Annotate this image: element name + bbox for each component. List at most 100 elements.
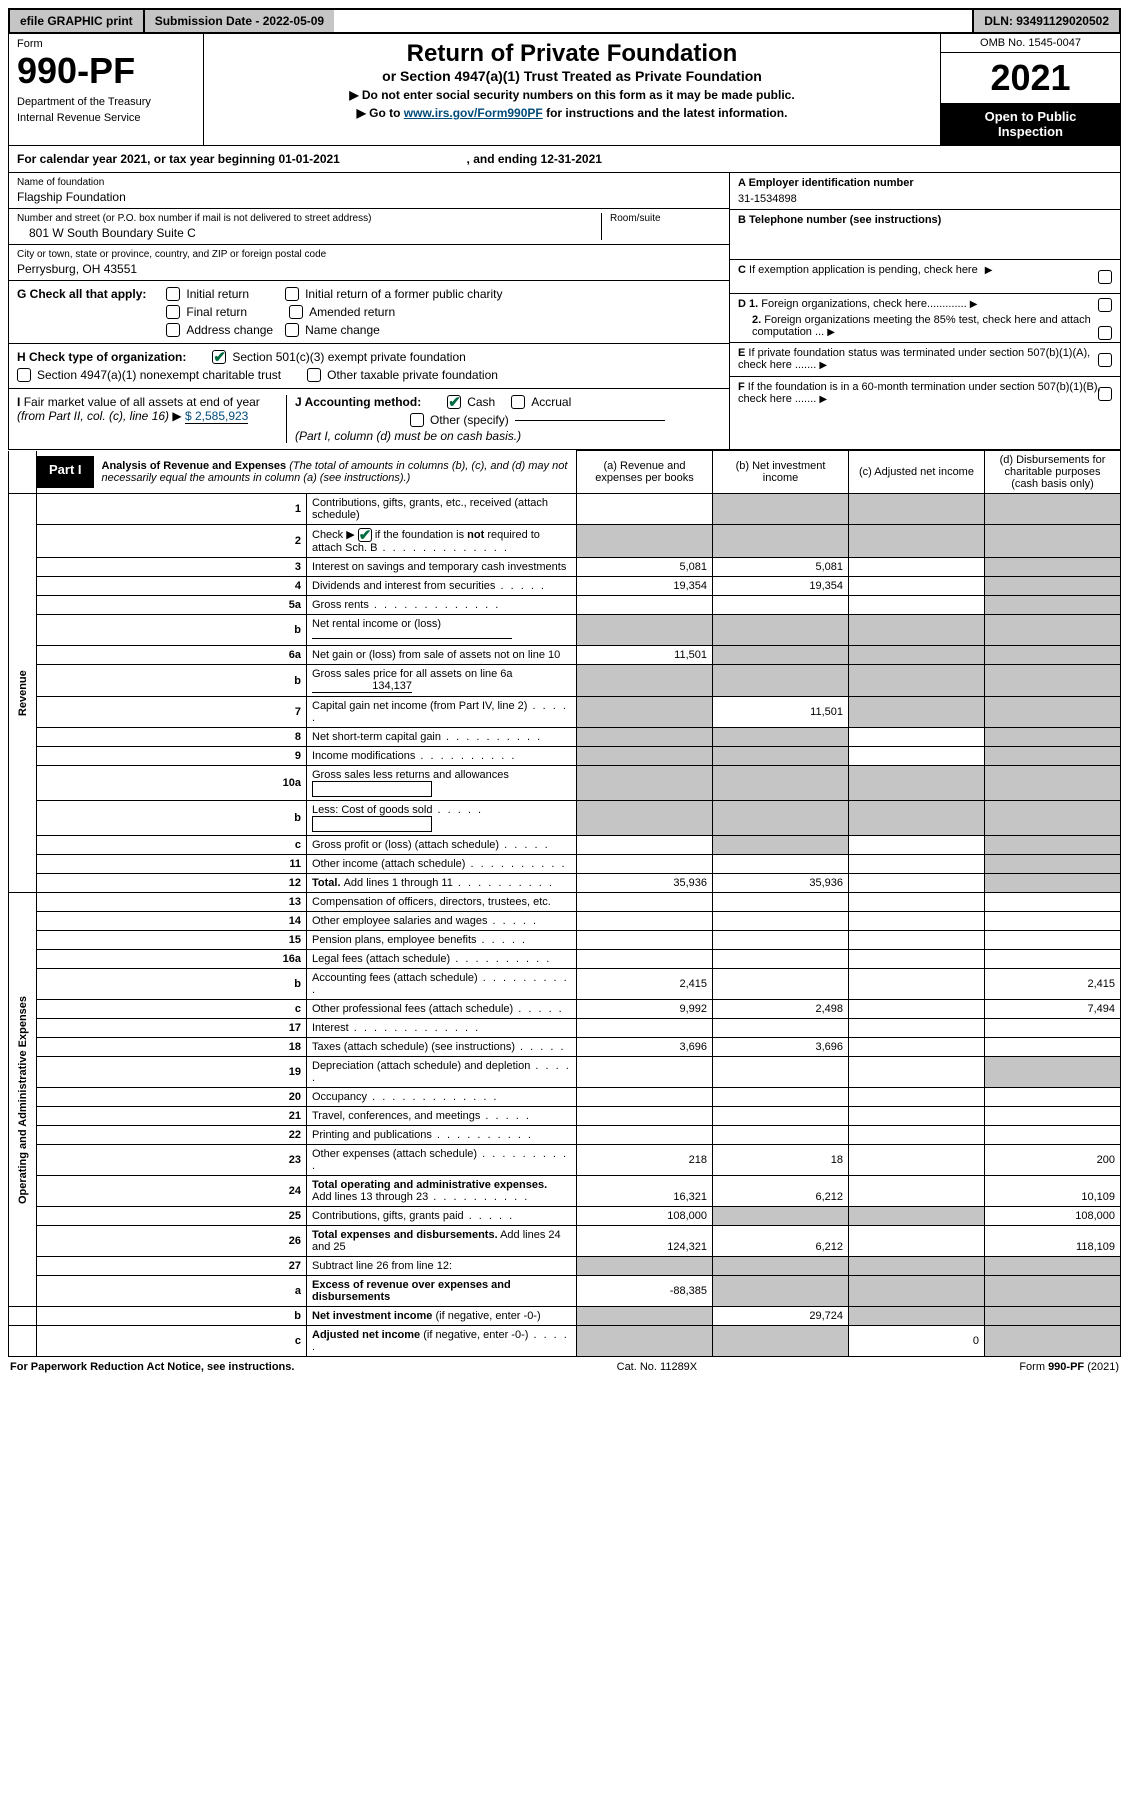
header-left: Form 990-PF Department of the Treasury I… [9,34,204,145]
checkbox-amended[interactable] [289,305,303,319]
calyear-pre: For calendar year 2021, or tax year begi… [17,152,278,166]
col-c-header: (c) Adjusted net income [849,451,985,494]
g-initial: Initial return [186,287,249,301]
e-cell: E If private foundation status was termi… [730,343,1120,377]
row-6b: b Gross sales price for all assets on li… [9,665,1121,697]
val-c: 0 [849,1326,985,1357]
row-8: 8 Net short-term capital gain [9,728,1121,747]
city-value: Perrysburg, OH 43551 [17,262,721,276]
header-right: OMB No. 1545-0047 2021 Open to Public In… [940,34,1120,145]
omb-number: OMB No. 1545-0047 [941,34,1120,53]
checkbox-501c3[interactable] [212,350,226,364]
j-note: (Part I, column (d) must be on cash basi… [295,429,721,443]
row-num: 19 [37,1057,307,1088]
row-num: 23 [37,1145,307,1176]
row-6a: 6a Net gain or (loss) from sale of asset… [9,646,1121,665]
row-num: 7 [37,697,307,728]
row-18: 18 Taxes (attach schedule) (see instruct… [9,1038,1121,1057]
name-label: Name of foundation [17,177,721,188]
checkbox-other-taxable[interactable] [307,368,321,382]
row-num: 3 [37,558,307,577]
calyear-end: 12-31-2021 [541,152,602,166]
row-desc: Other employee salaries and wages [307,912,577,931]
row-desc: Dividends and interest from securities [307,577,577,596]
checkbox-final-return[interactable] [166,305,180,319]
form-header: Form 990-PF Department of the Treasury I… [8,34,1121,146]
val-d: 108,000 [985,1207,1121,1226]
val-a: 9,992 [577,1000,713,1019]
box-10b[interactable] [312,816,432,832]
row-4: 4 Dividends and interest from securities… [9,577,1121,596]
part1-title: Analysis of Revenue and Expenses [102,460,287,472]
arrow-icon [827,326,835,338]
row-24: 24 Total operating and administrative ex… [9,1176,1121,1207]
val-b: 18 [713,1145,849,1176]
row-desc: Excess of revenue over expenses and disb… [307,1276,577,1307]
val-a: 16,321 [577,1176,713,1207]
g-initial-former: Initial return of a former public charit… [305,287,502,301]
checkbox-initial-return[interactable] [166,287,180,301]
row-num: b [37,665,307,697]
f-cell: F If the foundation is in a 60-month ter… [730,377,1120,411]
j-other: Other (specify) [430,413,509,427]
checkbox-e[interactable] [1098,353,1112,367]
col-b-header: (b) Net investment income [713,451,849,494]
checkbox-cash[interactable] [447,395,461,409]
row-desc: Total expenses and disbursements. Add li… [307,1226,577,1257]
checkbox-f[interactable] [1098,387,1112,401]
row-5b: b Net rental income or (loss) [9,615,1121,646]
checkbox-accrual[interactable] [511,395,525,409]
row-13: Operating and Administrative Expenses 13… [9,893,1121,912]
form990pf-link[interactable]: www.irs.gov/Form990PF [404,106,543,120]
efile-label[interactable]: efile GRAPHIC print [10,10,143,32]
checkbox-sch-b[interactable] [358,528,372,542]
h-label: H Check type of organization: [17,350,186,364]
row-num: 12 [37,874,307,893]
val-a: 5,081 [577,558,713,577]
row-desc: Gross sales less returns and allowances [307,766,577,801]
row-26: 26 Total expenses and disbursements. Add… [9,1226,1121,1257]
checkbox-4947[interactable] [17,368,31,382]
val-b: 19,354 [713,577,849,596]
part1-desc: Analysis of Revenue and Expenses (The to… [94,456,576,488]
col-a-header: (a) Revenue and expenses per books [577,451,713,494]
c-cell: C If exemption application is pending, c… [730,260,1120,294]
row-num: 27 [37,1257,307,1276]
row-2: 2 Check ▶ if the foundation is not requi… [9,525,1121,558]
val-b: 11,501 [713,697,849,728]
row-desc: Interest on savings and temporary cash i… [307,558,577,577]
checkbox-address-change[interactable] [166,323,180,337]
g-name: Name change [305,323,380,337]
row-num: c [37,1326,307,1357]
row-14: 14 Other employee salaries and wages [9,912,1121,931]
phone-cell: B Telephone number (see instructions) [730,210,1120,260]
row-num: a [37,1276,307,1307]
part1-label: Part I [37,456,94,488]
row-num: 9 [37,747,307,766]
row-num: 18 [37,1038,307,1057]
form-word: Form [17,38,195,50]
box-10a[interactable] [312,781,432,797]
row-num: 24 [37,1176,307,1207]
checkbox-name-change[interactable] [285,323,299,337]
j-accrual: Accrual [531,395,571,409]
checkbox-d2[interactable] [1098,326,1112,340]
foundation-name-cell: Name of foundation Flagship Foundation [9,173,729,209]
row-desc: Subtract line 26 from line 12: [307,1257,577,1276]
sub-title: or Section 4947(a)(1) Trust Treated as P… [210,68,934,84]
row-num: 16a [37,950,307,969]
row-num: 4 [37,577,307,596]
row-desc: Other income (attach schedule) [307,855,577,874]
net-rental-line[interactable] [312,638,512,639]
arrow-icon [970,298,978,310]
checkbox-initial-former[interactable] [285,287,299,301]
val-a: 124,321 [577,1226,713,1257]
gross-sales-value: 134,137 [312,680,412,693]
checkbox-other-method[interactable] [410,413,424,427]
g-address: Address change [186,323,273,337]
other-specify-line[interactable] [515,420,665,421]
i-value[interactable]: $ 2,585,923 [185,409,248,424]
checkbox-c[interactable] [1098,270,1112,284]
checkbox-d1[interactable] [1098,298,1112,312]
val-a: 218 [577,1145,713,1176]
